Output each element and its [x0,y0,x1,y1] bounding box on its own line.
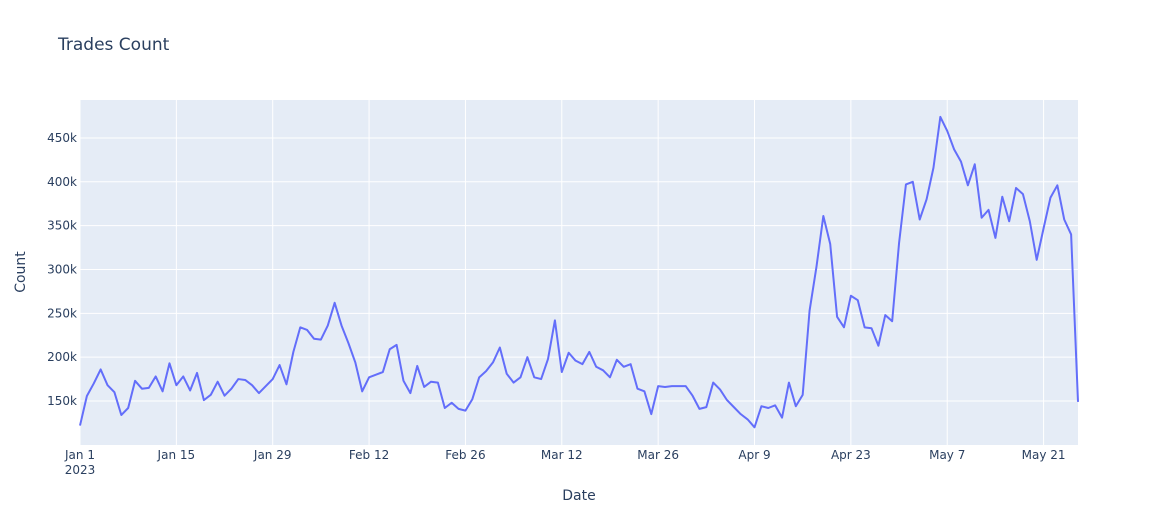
x-tick-label: Jan 1 2023 [64,448,95,477]
x-tick-label: Feb 12 [349,448,389,462]
x-tick-label: Mar 26 [637,448,679,462]
x-tick-label: Apr 9 [738,448,770,462]
x-tick-label: Jan 29 [253,448,292,462]
y-tick-label: 300k [47,262,77,276]
chart-title: Trades Count [57,35,170,55]
x-tick-label: May 21 [1022,448,1066,462]
line-series [79,115,1079,429]
y-tick-label: 400k [47,175,77,189]
x-tick-label: May 7 [929,448,965,462]
x-tick-label: Mar 12 [541,448,583,462]
y-tick-label: 450k [47,131,77,145]
plot-area [80,100,1078,445]
y-tick-label: 250k [47,306,77,320]
y-tick-label: 200k [47,350,77,364]
y-axis-title: Count [13,251,29,293]
x-tick-label: Feb 26 [445,448,485,462]
y-tick-label: 350k [47,219,77,233]
y-tick-label: 150k [47,394,77,408]
x-axis-title: Date [562,488,595,504]
x-tick-label: Apr 23 [831,448,871,462]
x-tick-label: Jan 15 [157,448,196,462]
